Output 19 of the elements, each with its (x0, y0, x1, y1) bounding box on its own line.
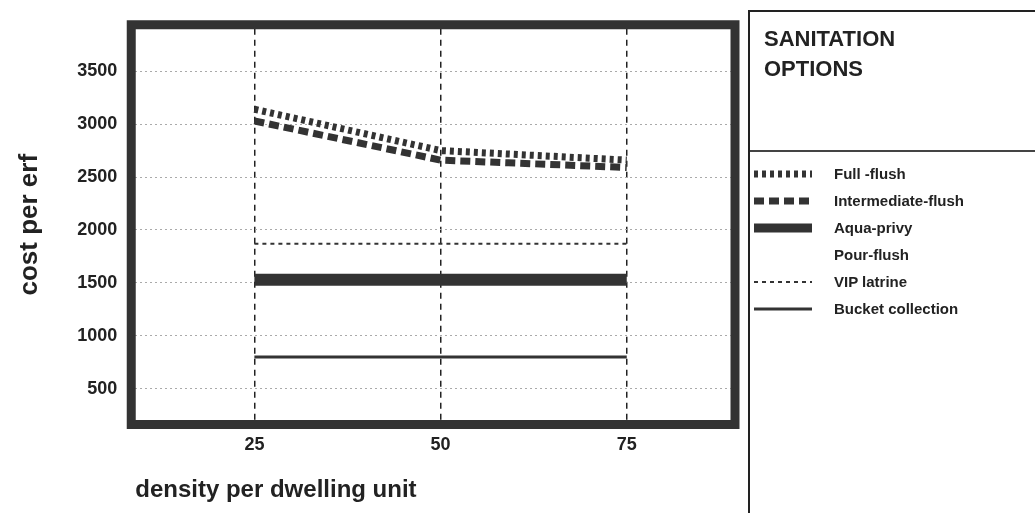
legend-label: VIP latrine (834, 273, 908, 290)
y-tick-label: 500 (87, 377, 118, 398)
y-axis-title: cost per erf (12, 153, 43, 296)
y-tick-label: 2500 (77, 166, 118, 187)
text: Pour-flush (834, 246, 909, 263)
legend-title: SANITATION OPTIONS (750, 12, 1035, 152)
y-tick-label: 1000 (77, 324, 118, 345)
legend-label: Bucket collection (834, 300, 959, 317)
x-tick-label: 50 (430, 434, 451, 455)
x-tick-label: 25 (244, 434, 265, 455)
legend-label: Intermediate-flush (834, 192, 965, 209)
x-tick-label: 75 (616, 434, 637, 455)
y-tick-label: 2000 (77, 218, 118, 239)
legend-label: Aqua-privy (834, 219, 913, 236)
x-axis-title: density per dwelling unit (135, 475, 417, 503)
y-tick-label: 1500 (77, 271, 118, 292)
legend-label: Full -flush (834, 165, 906, 182)
y-tick-label: 3500 (77, 60, 118, 81)
y-tick-label: 3000 (77, 113, 118, 134)
